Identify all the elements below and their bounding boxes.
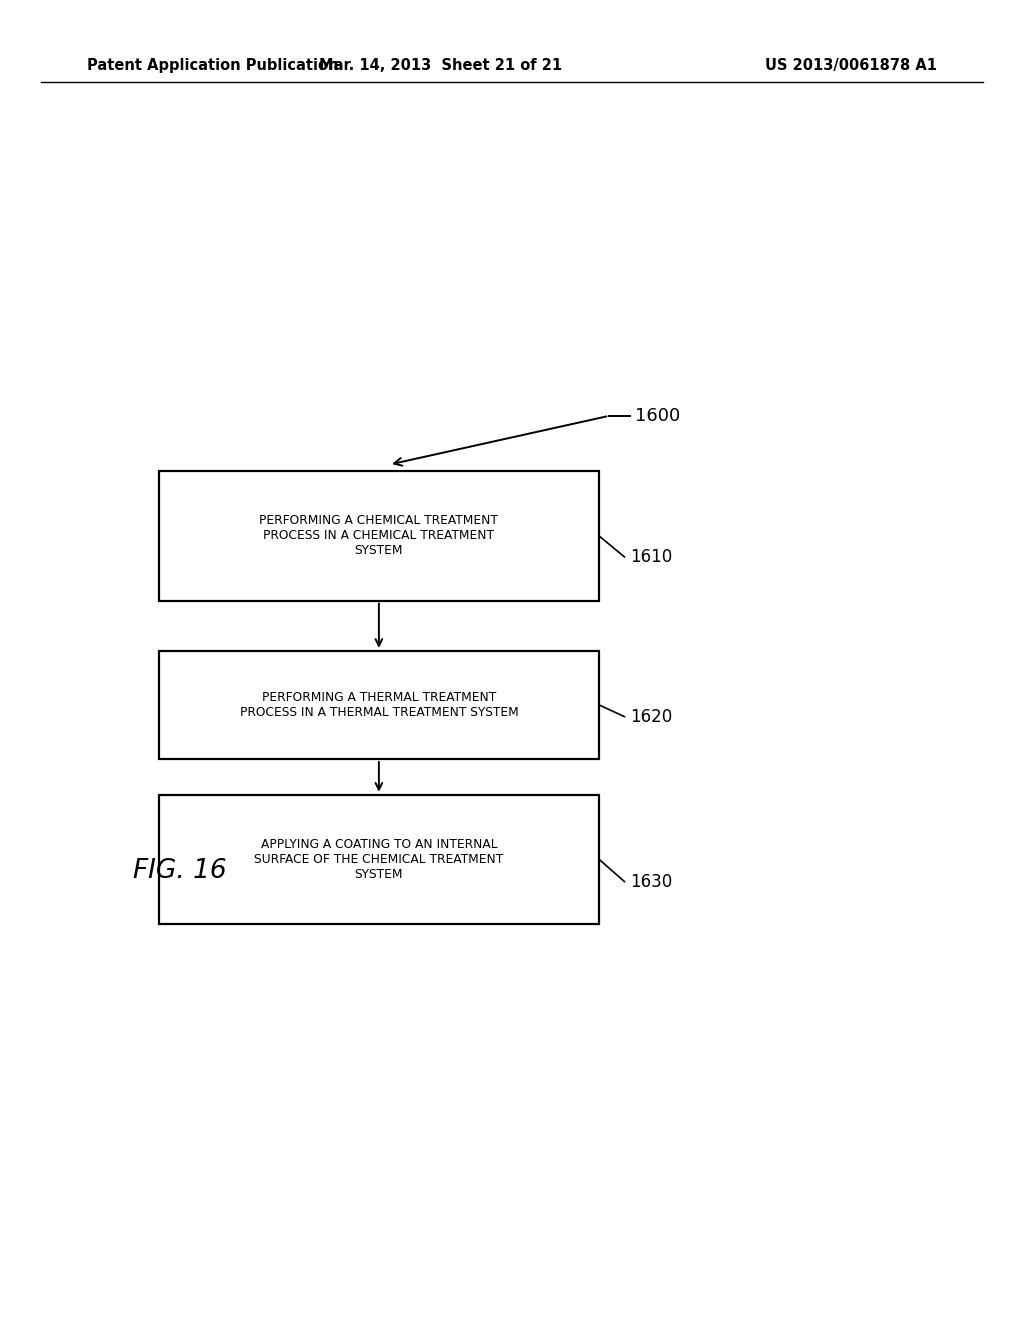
FancyBboxPatch shape	[159, 795, 599, 924]
Text: Patent Application Publication: Patent Application Publication	[87, 58, 339, 73]
Text: APPLYING A COATING TO AN INTERNAL
SURFACE OF THE CHEMICAL TREATMENT
SYSTEM: APPLYING A COATING TO AN INTERNAL SURFAC…	[254, 838, 504, 880]
Text: 1630: 1630	[630, 873, 672, 891]
FancyBboxPatch shape	[159, 471, 599, 601]
Text: FIG. 16: FIG. 16	[133, 858, 226, 884]
Text: PERFORMING A THERMAL TREATMENT
PROCESS IN A THERMAL TREATMENT SYSTEM: PERFORMING A THERMAL TREATMENT PROCESS I…	[240, 690, 518, 719]
Text: PERFORMING A CHEMICAL TREATMENT
PROCESS IN A CHEMICAL TREATMENT
SYSTEM: PERFORMING A CHEMICAL TREATMENT PROCESS …	[259, 515, 499, 557]
FancyBboxPatch shape	[159, 651, 599, 759]
Text: 1620: 1620	[630, 708, 672, 726]
Text: Mar. 14, 2013  Sheet 21 of 21: Mar. 14, 2013 Sheet 21 of 21	[318, 58, 562, 73]
Text: US 2013/0061878 A1: US 2013/0061878 A1	[765, 58, 937, 73]
Text: 1610: 1610	[630, 548, 672, 566]
Text: 1600: 1600	[635, 407, 680, 425]
